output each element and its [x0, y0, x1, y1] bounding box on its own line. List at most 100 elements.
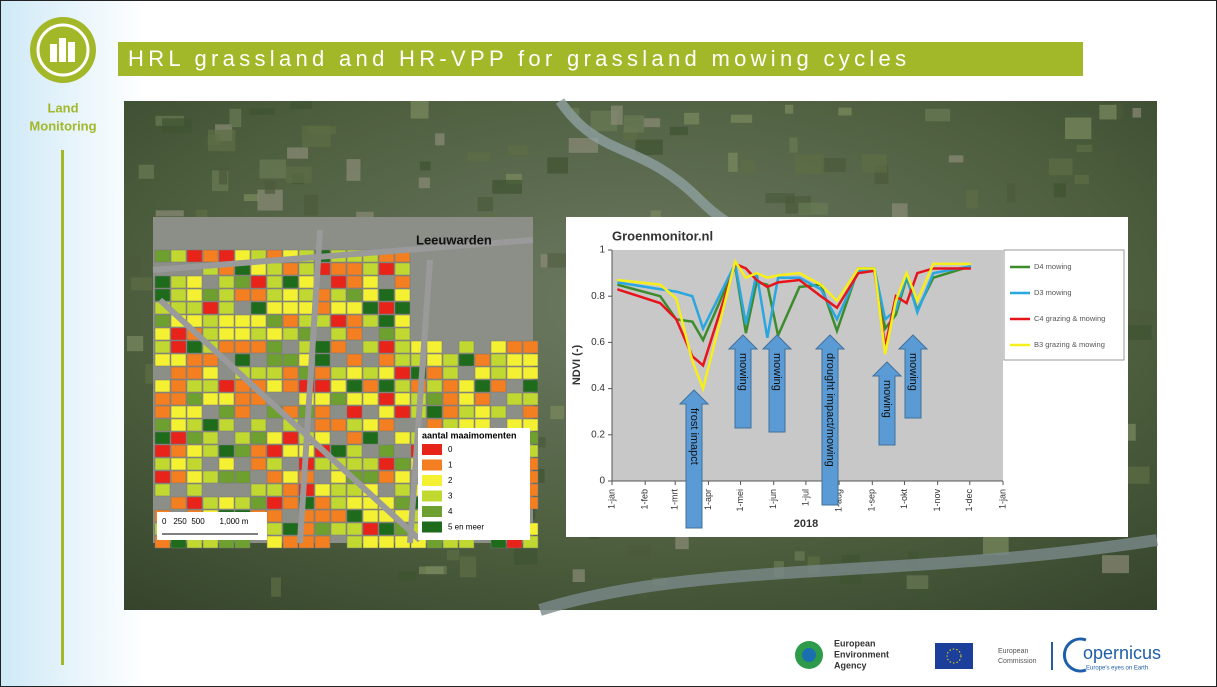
satellite-patch: [906, 575, 929, 590]
satellite-patch: [138, 164, 154, 179]
map-field: [266, 522, 283, 536]
map-field: [170, 249, 187, 263]
y-tick-label: 1: [599, 245, 605, 256]
map-field: [234, 288, 251, 302]
map-field: [490, 379, 507, 393]
logo-bar: [59, 38, 66, 62]
satellite-patch: [195, 209, 208, 224]
map-field: [250, 366, 267, 380]
annotation-label: mowing: [737, 353, 749, 391]
map-field: [314, 353, 331, 367]
map-field: [378, 262, 395, 276]
satellite-patch: [635, 139, 663, 155]
map-legend-swatch: [422, 459, 442, 471]
map-field: [362, 366, 379, 380]
plot-area: [612, 250, 1003, 481]
map-field: [154, 444, 171, 458]
logo-ring: [36, 23, 90, 77]
satellite-patch: [919, 586, 930, 601]
copernicus-name: opernicus: [1083, 643, 1161, 663]
x-tick-label: 1-apr: [703, 489, 713, 510]
map-legend-label: 4: [448, 507, 453, 516]
legend-label: B3 grazing & mowing: [1034, 340, 1105, 349]
satellite-patch: [547, 253, 570, 268]
map-field: [314, 509, 331, 523]
map-field: [314, 340, 331, 354]
satellite-patch: [1125, 310, 1155, 326]
chart-title: Groenmonitor.nl: [612, 228, 713, 243]
map-field: [234, 444, 251, 458]
map-field: [234, 392, 251, 406]
satellite-patch: [303, 194, 319, 216]
map-field: [266, 431, 283, 445]
satellite-patch: [784, 104, 794, 114]
map-field: [330, 379, 347, 393]
map-field: [218, 275, 235, 289]
map-field: [170, 470, 187, 484]
map-field: [394, 379, 411, 393]
satellite-patch: [435, 133, 445, 146]
x-tick-label: 1-sep: [867, 489, 877, 512]
map-legend-swatch: [422, 475, 442, 486]
map-legend-swatch: [422, 521, 442, 533]
satellite-patch: [861, 154, 887, 173]
satellite-patch: [346, 159, 361, 181]
logo-bar: [68, 42, 75, 62]
map-field: [266, 275, 283, 289]
x-axis-label: 2018: [794, 518, 818, 530]
annotation-arrow: [761, 334, 793, 433]
satellite-patch: [728, 152, 738, 172]
satellite-patch: [410, 101, 429, 119]
map-field: [378, 314, 395, 328]
map-field: [458, 392, 475, 406]
map-field: [218, 418, 235, 432]
map-field: [202, 353, 219, 367]
legend-label: D4 mowing: [1034, 262, 1072, 271]
annotation-arrow: [678, 389, 710, 529]
map-field: [346, 405, 363, 419]
map-field: [506, 392, 523, 406]
map-field: [378, 418, 395, 432]
logo-bar: [50, 44, 57, 62]
map-field: [202, 327, 219, 341]
map-field: [218, 314, 235, 328]
map-field: [362, 431, 379, 445]
map-field: [282, 431, 299, 445]
map-field: [154, 249, 171, 263]
x-tick-label: 1-mei: [735, 489, 745, 512]
satellite-patch: [669, 126, 688, 136]
map-field: [458, 353, 475, 367]
map-field: [154, 275, 171, 289]
map-field: [282, 470, 299, 484]
satellite-patch: [590, 110, 618, 132]
map-field: [186, 418, 203, 432]
map-field: [218, 249, 235, 263]
annotation-label: drought impact/mowing: [824, 353, 836, 467]
map-field: [202, 314, 219, 328]
satellite-patch: [259, 159, 287, 179]
ec-name: Commission: [998, 658, 1037, 665]
map-field: [314, 535, 331, 549]
map-field: [202, 431, 219, 445]
map-field: [250, 288, 267, 302]
map-field: [154, 314, 171, 328]
x-tick-label: 1-jan: [997, 489, 1007, 509]
map-field: [378, 353, 395, 367]
scale-bar-box: [157, 512, 267, 540]
map-field: [426, 366, 443, 380]
map-field: [202, 301, 219, 315]
map-field: [154, 470, 171, 484]
map-field: [282, 496, 299, 510]
map-field: [170, 366, 187, 380]
slide-title: HRL grassland and HR-VPP for grassland m…: [128, 46, 910, 71]
map-field: [154, 327, 171, 341]
map-field: [474, 405, 491, 419]
map-field: [346, 444, 363, 458]
satellite-patch: [643, 118, 661, 128]
map-field: [314, 379, 331, 393]
map-legend-label: 0: [448, 445, 453, 454]
map-field: [234, 470, 251, 484]
satellite-patch: [1132, 107, 1142, 118]
satellite-patch: [446, 549, 460, 561]
map-field: [218, 288, 235, 302]
